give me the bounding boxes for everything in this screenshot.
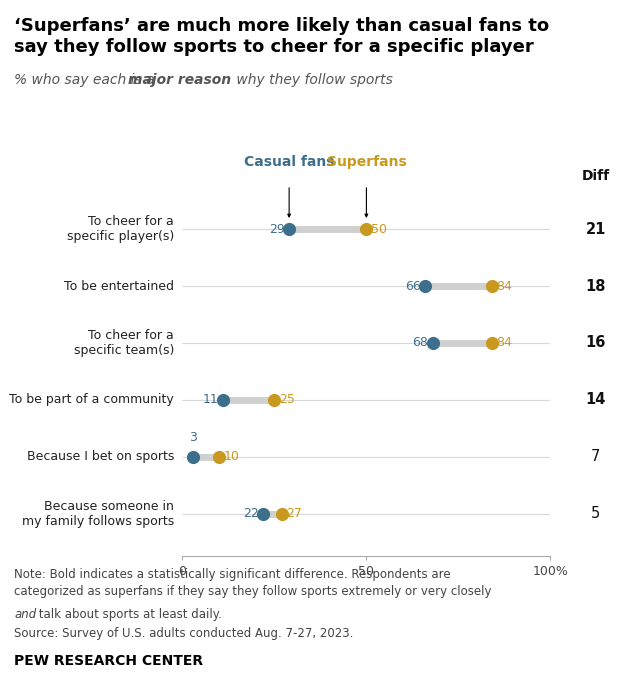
Text: major reason: major reason bbox=[128, 73, 231, 86]
Text: 68: 68 bbox=[412, 337, 428, 350]
Text: 3: 3 bbox=[189, 431, 197, 444]
Point bbox=[218, 395, 228, 406]
Point bbox=[284, 224, 294, 235]
Text: 5: 5 bbox=[591, 506, 600, 521]
Text: 14: 14 bbox=[586, 392, 606, 408]
Text: Diff: Diff bbox=[582, 169, 610, 183]
Text: talk about sports at least daily.: talk about sports at least daily. bbox=[35, 608, 222, 621]
Point bbox=[269, 395, 280, 406]
Text: 84: 84 bbox=[496, 280, 512, 292]
Text: 29: 29 bbox=[269, 223, 285, 236]
Text: 7: 7 bbox=[591, 449, 600, 464]
Text: 16: 16 bbox=[586, 335, 606, 350]
Text: 27: 27 bbox=[286, 507, 302, 520]
Text: why they follow sports: why they follow sports bbox=[232, 73, 393, 86]
Text: and: and bbox=[14, 608, 36, 621]
Text: PEW RESEARCH CENTER: PEW RESEARCH CENTER bbox=[14, 654, 204, 668]
Text: Note: Bold indicates a statistically significant difference. Respondents are
cat: Note: Bold indicates a statistically sig… bbox=[14, 568, 492, 598]
Text: 25: 25 bbox=[279, 393, 294, 406]
Text: Source: Survey of U.S. adults conducted Aug. 7-27, 2023.: Source: Survey of U.S. adults conducted … bbox=[14, 627, 353, 640]
Text: Superfans: Superfans bbox=[326, 155, 406, 169]
Point bbox=[428, 337, 438, 348]
Text: 21: 21 bbox=[586, 222, 606, 237]
Text: 22: 22 bbox=[243, 507, 259, 520]
Point bbox=[258, 508, 269, 519]
Point bbox=[188, 451, 198, 462]
Text: Casual fans: Casual fans bbox=[244, 155, 334, 169]
Text: % who say each is a: % who say each is a bbox=[14, 73, 159, 86]
Text: 66: 66 bbox=[405, 280, 421, 292]
Text: ‘Superfans’ are much more likely than casual fans to: ‘Superfans’ are much more likely than ca… bbox=[14, 17, 549, 35]
Point bbox=[486, 281, 497, 292]
Text: 50: 50 bbox=[371, 223, 387, 236]
Text: 10: 10 bbox=[223, 451, 239, 463]
Text: 84: 84 bbox=[496, 337, 512, 350]
Point bbox=[486, 337, 497, 348]
Point bbox=[214, 451, 224, 462]
Point bbox=[276, 508, 287, 519]
Point bbox=[420, 281, 430, 292]
Text: 18: 18 bbox=[586, 278, 606, 294]
Text: 11: 11 bbox=[203, 393, 218, 406]
Point bbox=[361, 224, 371, 235]
Text: say they follow sports to cheer for a specific player: say they follow sports to cheer for a sp… bbox=[14, 38, 534, 56]
